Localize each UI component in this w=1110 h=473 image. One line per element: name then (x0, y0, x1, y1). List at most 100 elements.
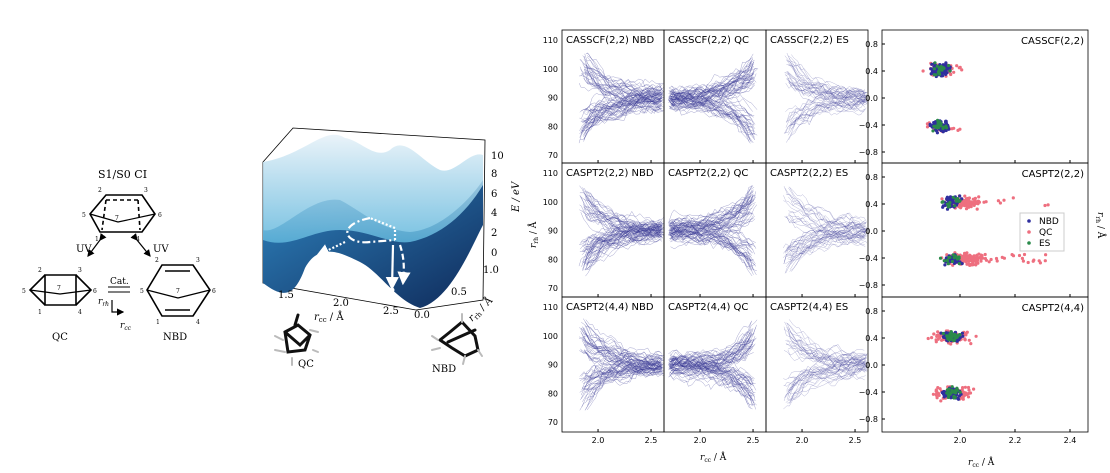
svg-text:2: 2 (98, 187, 102, 194)
trajectory-line (582, 210, 662, 234)
scatter-point-qc (965, 255, 969, 259)
trajectory-grid: CASSCF(2,2) NBD 110 100 90 80 70 CASSCF(2,2) Q… (527, 29, 869, 464)
trajectory-line (585, 351, 662, 368)
scatter-point-nbd (956, 396, 960, 400)
trajectory-line (587, 98, 662, 120)
trajectory-line (670, 358, 753, 386)
scatter-point-qc (967, 262, 971, 266)
trajectory-line (583, 93, 664, 142)
trajectory-line (585, 224, 664, 277)
scatter-point-nbd (958, 336, 962, 340)
trajectory-line (668, 76, 753, 104)
trajectory-line (669, 231, 752, 271)
trajectory-line (583, 86, 664, 140)
trajectory-panel: CASPT2(4,4) NBD 110 100 90 80 70 2.0 2.5 (543, 296, 665, 445)
y-tick-label: 80 (548, 389, 558, 398)
trajectory-line (669, 62, 754, 107)
trajectory-line (788, 209, 866, 230)
trajectory-line (581, 364, 663, 407)
scatter-point-qc (984, 258, 989, 262)
trajectory-line (668, 367, 754, 384)
scatter-panel: CASPT2(4,4) 0.8 0.4 0.0 −0.4 −0.8 2.0 2.2 2.4 (859, 296, 1089, 445)
trajectory-line (586, 361, 662, 401)
trajectory-line (784, 72, 868, 106)
trajectory-line (670, 184, 753, 231)
scatter-point-qc (966, 385, 971, 390)
trajectory-line (785, 340, 868, 368)
scatter-point-qc (1022, 252, 1027, 257)
end-point-marker (389, 287, 395, 293)
trajectory-line (669, 338, 757, 361)
trajectory-line (668, 62, 753, 109)
scatter-point-qc (996, 199, 1001, 203)
scatter-point-nbd (934, 129, 939, 133)
trajectory-line (668, 191, 757, 236)
svg-text:3: 3 (78, 267, 82, 274)
scatter-point-qc (926, 336, 930, 341)
trajectory-line (784, 227, 867, 252)
trajectory-line (788, 354, 867, 391)
y-tick-label: −0.8 (859, 415, 878, 424)
scatter-point-qc (934, 392, 938, 396)
trajectory-line (579, 209, 662, 239)
scatter-point-es (953, 204, 957, 208)
trajectory-line (784, 357, 867, 386)
x-tick-label: 2.5 (849, 436, 862, 445)
trajectory-line (669, 333, 753, 370)
catalyst-label: Cat. (110, 277, 129, 287)
trajectory-line (670, 83, 755, 101)
y-tick-label: 0.4 (865, 200, 878, 209)
trajectory-line (788, 64, 866, 100)
trajectory-line (585, 65, 663, 102)
scatter-point-nbd (928, 122, 932, 126)
trajectory-line (586, 198, 663, 232)
trajectory-line (786, 363, 868, 400)
y-tick-label: −0.4 (859, 121, 878, 130)
trajectory-line (787, 214, 867, 238)
trajectory-line (581, 360, 662, 377)
panel-title: CASSCF(2,2) ES (770, 35, 849, 46)
scatter-point-es (945, 126, 949, 130)
trajectory-line (790, 351, 868, 380)
panel-frame (881, 296, 1089, 433)
trajectory-line (584, 191, 663, 235)
x-tick-label: 2.2 (1009, 436, 1022, 445)
scatter-point-qc (935, 396, 939, 400)
x-tick: 1.5 (278, 290, 294, 301)
trajectory-line (668, 198, 753, 229)
scatter-panel: CASSCF(2,2) 0.8 0.4 0.0 −0.4 −0.8 (859, 29, 1089, 164)
reaction-scheme: S1/S0 CI UV UV Cat. QC NBD rrh rcc (22, 168, 216, 343)
trajectory-line (669, 185, 754, 230)
scatter-point-es (942, 259, 946, 263)
trajectory-line (580, 348, 662, 370)
y-tick-label: 0.4 (865, 67, 878, 76)
scatter-point-es (933, 61, 937, 65)
trajectory-line (582, 95, 661, 124)
scatter-point-qc (965, 251, 969, 255)
trajectory-line (668, 329, 754, 368)
trajectory-line (670, 58, 753, 100)
trajectory-line (581, 73, 661, 92)
trajectory-line (671, 337, 751, 363)
trajectory-line (791, 343, 868, 364)
svg-text:2: 2 (155, 257, 159, 264)
nbd-structure (146, 264, 211, 317)
trajectory-line (587, 341, 663, 363)
trajectory-line (583, 97, 662, 139)
trajectory-line (582, 326, 661, 356)
trajectory-line (788, 234, 866, 252)
trajectory-line (668, 228, 752, 258)
trajectory-line (788, 356, 868, 400)
trajectory-line (669, 362, 752, 385)
qc-structure (28, 274, 93, 306)
trajectory-line (668, 73, 755, 101)
x-tick: 2.0 (333, 298, 349, 309)
scatter-point-qc (930, 336, 934, 340)
trajectory-line (785, 216, 866, 235)
trajectory-line (585, 332, 662, 374)
scatter-point-nbd (960, 331, 965, 335)
trajectory-line (668, 207, 753, 228)
y-tick-label: 0.8 (865, 173, 878, 182)
r-rh-label: rrh (98, 297, 109, 308)
trajectory-line (668, 365, 757, 406)
